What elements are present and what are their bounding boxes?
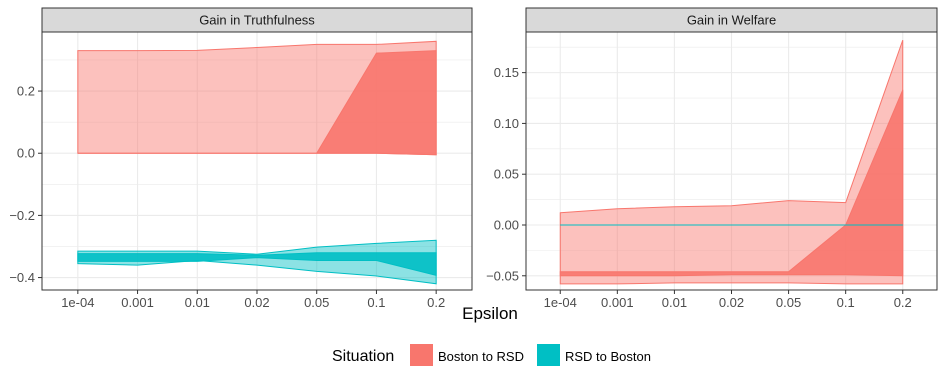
legend-label-rsd-to-boston: RSD to Boston <box>565 349 651 364</box>
band-inner-boston-to-rsd <box>77 50 437 156</box>
x-tick-label: 0.05 <box>776 295 801 310</box>
x-tick-label: 0.2 <box>427 295 445 310</box>
band-outer-boston-to-rsd <box>559 39 904 285</box>
band-inner-boston-to-rsd <box>559 89 904 277</box>
panel-gain-in-truthfulness: Gain in Truthfulness −0.4 −0.2 0.0 0.2 1e-04 0… <box>9 7 473 310</box>
y-tick-label: −0.4 <box>9 270 35 285</box>
legend: Situation Boston to RSD RSD to Boston <box>332 344 651 366</box>
y-tick-label: 0.0 <box>17 146 35 161</box>
legend-title: Situation <box>332 348 394 365</box>
facet-title: Gain in Welfare <box>687 13 776 28</box>
y-tick-label: −0.2 <box>9 208 35 223</box>
y-tick-label: −0.05 <box>486 268 519 283</box>
x-tick-label: 0.02 <box>244 295 269 310</box>
x-tick-label: 0.05 <box>304 295 329 310</box>
y-tick-label: 0.05 <box>494 167 519 182</box>
band-inner-rsd-to-boston <box>77 252 437 277</box>
x-tick-label: 0.001 <box>601 295 634 310</box>
y-tick-label: 0.15 <box>494 65 519 80</box>
legend-key-rsd-to-boston <box>537 344 560 366</box>
legend-key-boston-to-rsd <box>410 344 433 366</box>
y-tick-label: 0.10 <box>494 116 519 131</box>
facet-strip <box>41 7 473 33</box>
x-tick-label: 0.001 <box>121 295 154 310</box>
x-tick-label: 0.1 <box>367 295 385 310</box>
y-tick-label: 0.2 <box>17 84 35 99</box>
x-tick-label: 1e-04 <box>61 295 94 310</box>
x-axis-title: Epsilon <box>462 304 518 323</box>
x-tick-label: 0.1 <box>837 295 855 310</box>
facet-title: Gain in Truthfulness <box>199 13 315 28</box>
y-tick-label: 0.00 <box>494 217 519 232</box>
legend-label-boston-to-rsd: Boston to RSD <box>438 349 524 364</box>
x-tick-label: 0.01 <box>662 295 687 310</box>
band-outer-rsd-to-boston <box>77 239 437 285</box>
x-tick-label: 0.02 <box>719 295 744 310</box>
x-tick-label: 0.2 <box>894 295 912 310</box>
x-tick-label: 1e-04 <box>544 295 577 310</box>
x-tick-label: 0.01 <box>185 295 210 310</box>
panel-gain-in-welfare: Gain in Welfare −0.05 0.00 0.05 0.10 0.15 1e-0… <box>486 7 938 310</box>
